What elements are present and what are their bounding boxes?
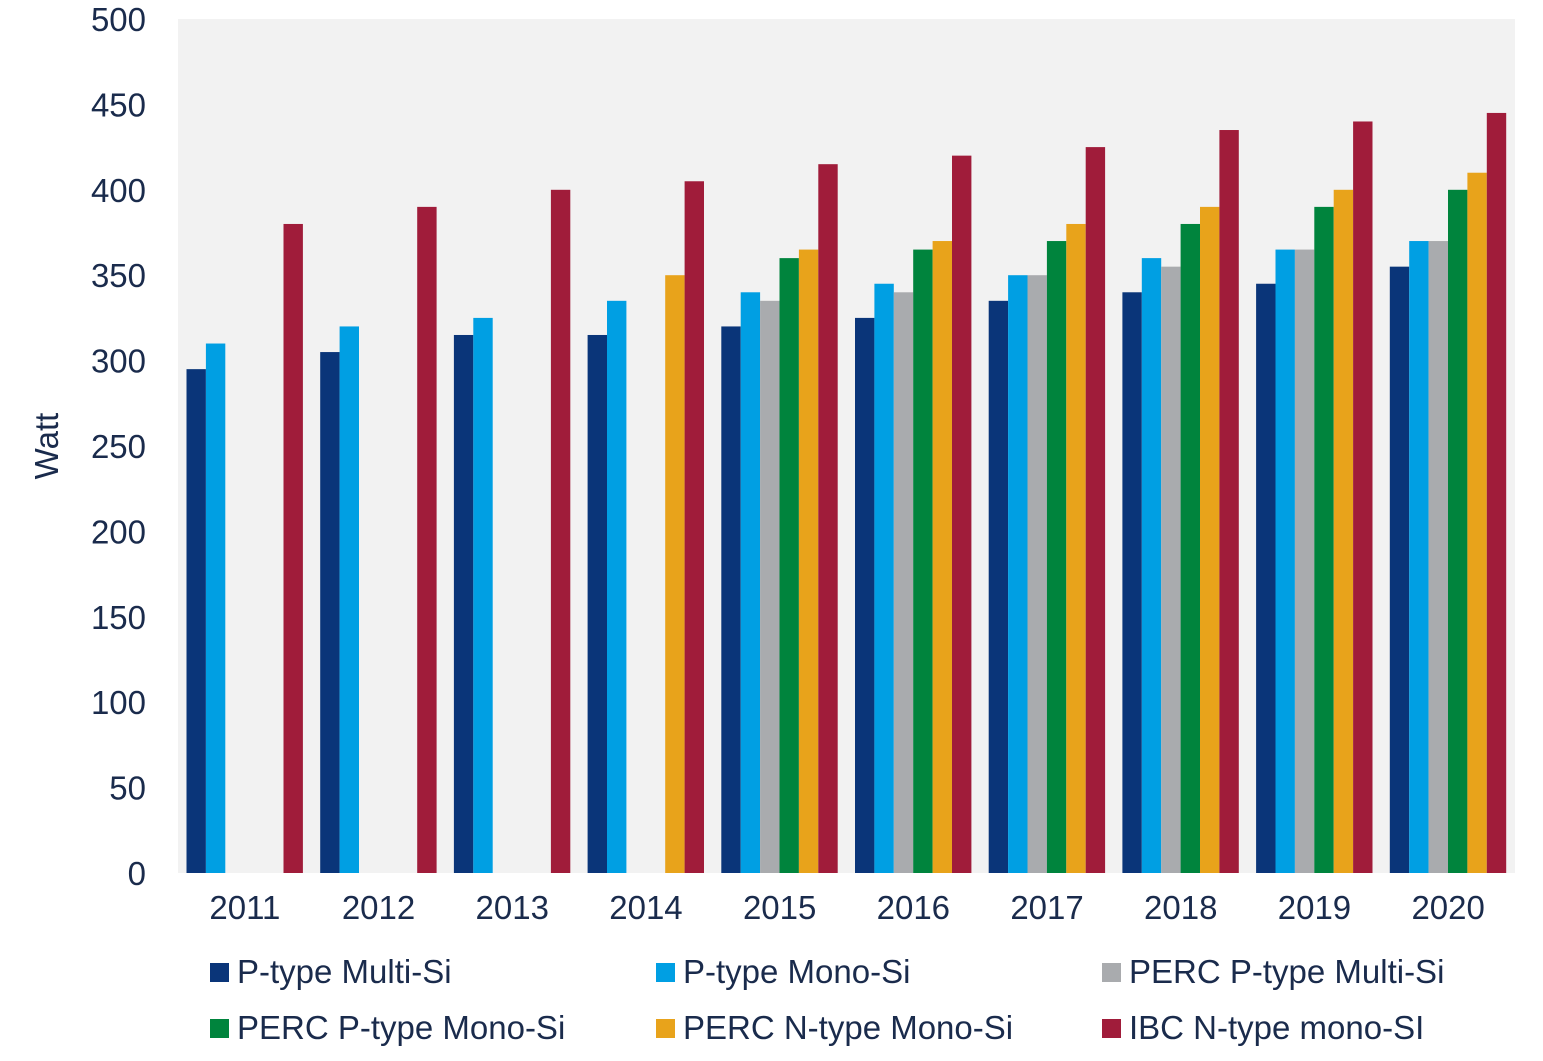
bar-perc-p-type-multi-si-2015 bbox=[760, 300, 780, 873]
bar-p-type-mono-si-2019 bbox=[1275, 249, 1295, 873]
y-tick-label: 200 bbox=[91, 513, 146, 550]
legend-item: PERC P-type Multi-Si bbox=[1102, 947, 1444, 997]
y-tick-label: 150 bbox=[91, 599, 146, 636]
legend-label: PERC P-type Multi-Si bbox=[1129, 953, 1445, 990]
x-tick-label: 2018 bbox=[1144, 889, 1217, 926]
bar-perc-p-type-mono-si-2015 bbox=[779, 258, 799, 873]
x-tick-label: 2020 bbox=[1411, 889, 1484, 926]
legend-label: P-type Mono-Si bbox=[683, 953, 911, 990]
bar-p-type-multi-si-2016 bbox=[855, 317, 875, 873]
legend-swatch bbox=[1102, 1018, 1121, 1038]
x-tick-label: 2013 bbox=[476, 889, 549, 926]
legend-item: IBC N-type mono-SI bbox=[1102, 1003, 1424, 1053]
legend-swatch bbox=[210, 962, 229, 982]
bar-p-type-multi-si-2019 bbox=[1256, 283, 1276, 873]
bar-p-type-mono-si-2017 bbox=[1008, 275, 1028, 873]
x-tick-label: 2015 bbox=[743, 889, 816, 926]
bar-perc-n-type-mono-si-2018 bbox=[1200, 206, 1220, 873]
bar-perc-n-type-mono-si-2014 bbox=[665, 275, 685, 873]
legend-swatch bbox=[656, 1018, 675, 1038]
y-tick-label: 400 bbox=[91, 172, 146, 209]
x-tick-label: 2012 bbox=[342, 889, 415, 926]
bar-ibc-n-type-mono-si-2011 bbox=[283, 223, 303, 873]
legend-label: P-type Multi-Si bbox=[237, 953, 452, 990]
bar-p-type-mono-si-2012 bbox=[339, 326, 359, 873]
bar-perc-p-type-multi-si-2019 bbox=[1294, 249, 1315, 873]
bar-perc-n-type-mono-si-2016 bbox=[932, 241, 952, 874]
bar-perc-p-type-mono-si-2019 bbox=[1314, 206, 1334, 873]
y-axis-label: Watt bbox=[28, 413, 65, 480]
bar-perc-p-type-mono-si-2017 bbox=[1046, 241, 1067, 874]
bar-perc-p-type-multi-si-2016 bbox=[893, 292, 914, 873]
bar-ibc-n-type-mono-si-2015 bbox=[818, 164, 838, 873]
bar-p-type-multi-si-2013 bbox=[453, 334, 474, 874]
legend-swatch bbox=[210, 1018, 229, 1038]
legend-item: PERC N-type Mono-Si bbox=[656, 1003, 1013, 1053]
y-tick-label: 50 bbox=[109, 770, 146, 807]
bar-p-type-multi-si-2012 bbox=[320, 352, 340, 873]
y-tick-label: 100 bbox=[91, 684, 146, 721]
bar-perc-p-type-mono-si-2018 bbox=[1180, 223, 1200, 873]
y-tick-label: 0 bbox=[128, 855, 146, 892]
bar-p-type-multi-si-2014 bbox=[587, 334, 607, 874]
bar-ibc-n-type-mono-si-2014 bbox=[684, 181, 704, 873]
legend-label: IBC N-type mono-SI bbox=[1129, 1009, 1425, 1046]
bar-ibc-n-type-mono-si-2020 bbox=[1486, 112, 1507, 873]
legend-label: PERC P-type Mono-Si bbox=[237, 1009, 566, 1046]
legend: P-type Multi-Si P-type Mono-Si PERC P-type… bbox=[210, 945, 1530, 1055]
bar-perc-n-type-mono-si-2020 bbox=[1467, 172, 1487, 874]
bar-p-type-multi-si-2017 bbox=[988, 300, 1009, 873]
bar-perc-p-type-multi-si-2018 bbox=[1161, 266, 1181, 873]
bar-p-type-mono-si-2011 bbox=[205, 343, 226, 873]
bar-p-type-mono-si-2014 bbox=[607, 300, 627, 873]
x-axis-ticks: 2011 2012 2013 2014 2015 2016 2017 2018 2019 2020 bbox=[209, 889, 1484, 926]
legend-swatch bbox=[656, 962, 675, 982]
bar-ibc-n-type-mono-si-2018 bbox=[1219, 130, 1239, 873]
bar-p-type-multi-si-2018 bbox=[1122, 292, 1142, 873]
bar-p-type-multi-si-2011 bbox=[186, 369, 206, 873]
y-tick-label: 300 bbox=[91, 343, 146, 380]
bar-p-type-mono-si-2013 bbox=[473, 317, 493, 873]
bar-ibc-n-type-mono-si-2019 bbox=[1353, 121, 1373, 874]
x-tick-label: 2016 bbox=[877, 889, 950, 926]
y-tick-label: 250 bbox=[91, 428, 146, 465]
bar-perc-p-type-mono-si-2020 bbox=[1448, 189, 1468, 874]
bar-ibc-n-type-mono-si-2017 bbox=[1085, 147, 1106, 874]
legend-swatch bbox=[1102, 962, 1121, 982]
legend-item: P-type Multi-Si bbox=[210, 947, 452, 997]
bar-ibc-n-type-mono-si-2012 bbox=[417, 206, 437, 873]
y-tick-label: 500 bbox=[91, 1, 146, 38]
legend-label: PERC N-type Mono-Si bbox=[683, 1009, 1014, 1046]
bars bbox=[186, 112, 1507, 874]
x-tick-label: 2019 bbox=[1278, 889, 1351, 926]
bar-ibc-n-type-mono-si-2016 bbox=[952, 155, 972, 873]
bar-p-type-multi-si-2020 bbox=[1389, 266, 1410, 873]
y-axis-ticks: 0 50 100 150 200 250 300 350 400 450 500 bbox=[91, 1, 146, 892]
bar-ibc-n-type-mono-si-2013 bbox=[550, 189, 571, 874]
legend-item: PERC P-type Mono-Si bbox=[210, 1003, 565, 1053]
legend-item: P-type Mono-Si bbox=[656, 947, 910, 997]
bar-p-type-mono-si-2016 bbox=[874, 283, 894, 873]
bar-perc-n-type-mono-si-2019 bbox=[1333, 189, 1354, 874]
bar-perc-n-type-mono-si-2015 bbox=[798, 249, 819, 873]
bar-perc-n-type-mono-si-2017 bbox=[1066, 223, 1086, 873]
bar-perc-p-type-multi-si-2020 bbox=[1428, 241, 1448, 874]
bar-perc-p-type-multi-si-2017 bbox=[1027, 275, 1047, 873]
bar-p-type-mono-si-2020 bbox=[1409, 241, 1429, 874]
y-tick-label: 350 bbox=[91, 257, 146, 294]
bar-perc-p-type-mono-si-2016 bbox=[913, 249, 933, 873]
bar-p-type-mono-si-2015 bbox=[740, 292, 761, 873]
bar-p-type-multi-si-2015 bbox=[721, 326, 741, 873]
x-tick-label: 2014 bbox=[609, 889, 682, 926]
bar-p-type-mono-si-2018 bbox=[1141, 258, 1162, 873]
x-tick-label: 2017 bbox=[1010, 889, 1083, 926]
y-tick-label: 450 bbox=[91, 86, 146, 123]
x-tick-label: 2011 bbox=[209, 889, 280, 926]
